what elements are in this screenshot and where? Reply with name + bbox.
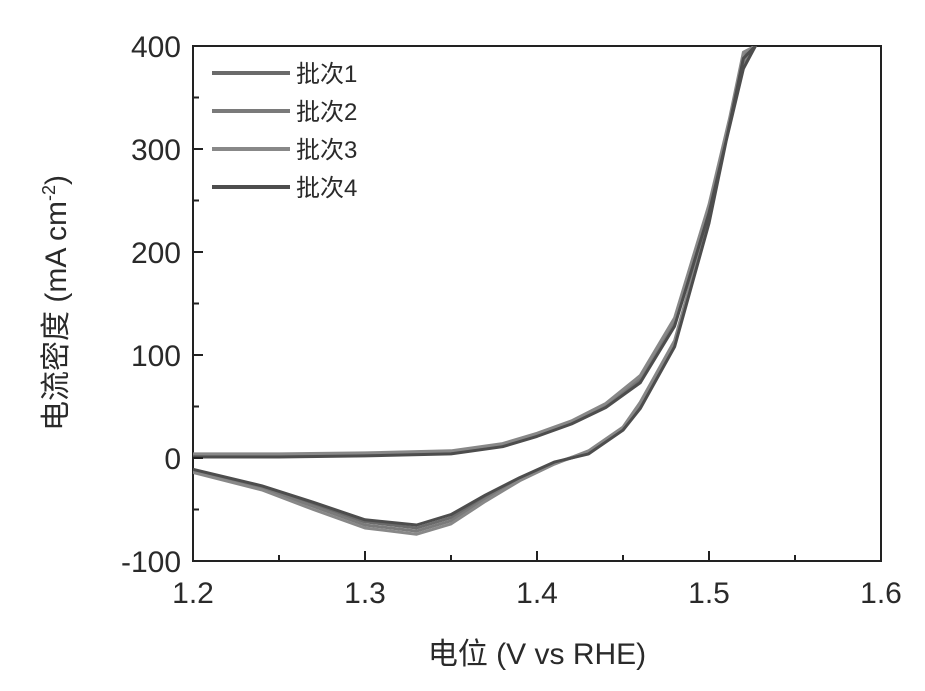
legend-label-3: 批次3	[296, 137, 357, 164]
y-axis-title-close: )	[40, 175, 73, 185]
y-tick-label: 400	[131, 31, 181, 64]
y-axis: -100 0 100 200 300 400	[121, 31, 203, 579]
y-tick-label: 200	[131, 237, 181, 270]
legend-label-4: 批次4	[296, 175, 357, 202]
series-line-4	[193, 46, 757, 527]
x-tick-label: 1.3	[344, 577, 386, 610]
x-tick-label: 1.2	[172, 577, 214, 610]
x-tick-label: 1.6	[860, 577, 902, 610]
y-tick-label: 300	[131, 134, 181, 167]
series-layer	[193, 46, 757, 536]
y-tick-label: 100	[131, 340, 181, 373]
y-tick-label: 0	[164, 443, 181, 476]
legend-label-2: 批次2	[296, 99, 357, 126]
x-tick-label: 1.5	[688, 577, 730, 610]
x-tick-label: 1.4	[516, 577, 558, 610]
x-axis: 1.2 1.3 1.4 1.5 1.6	[172, 551, 902, 610]
legend-label-1: 批次1	[296, 61, 357, 88]
y-tick-label: -100	[121, 546, 181, 579]
series-line-3	[193, 46, 757, 536]
y-axis-title: 电流密度 (mA cm-2)	[39, 175, 73, 431]
y-axis-title-main: 电流密度 (mA cm	[40, 201, 73, 431]
legend: 批次1 批次2 批次3 批次4	[212, 61, 357, 202]
x-axis-title: 电位 (V vs RHE)	[428, 638, 646, 671]
y-axis-title-superscript: -2	[39, 185, 59, 201]
